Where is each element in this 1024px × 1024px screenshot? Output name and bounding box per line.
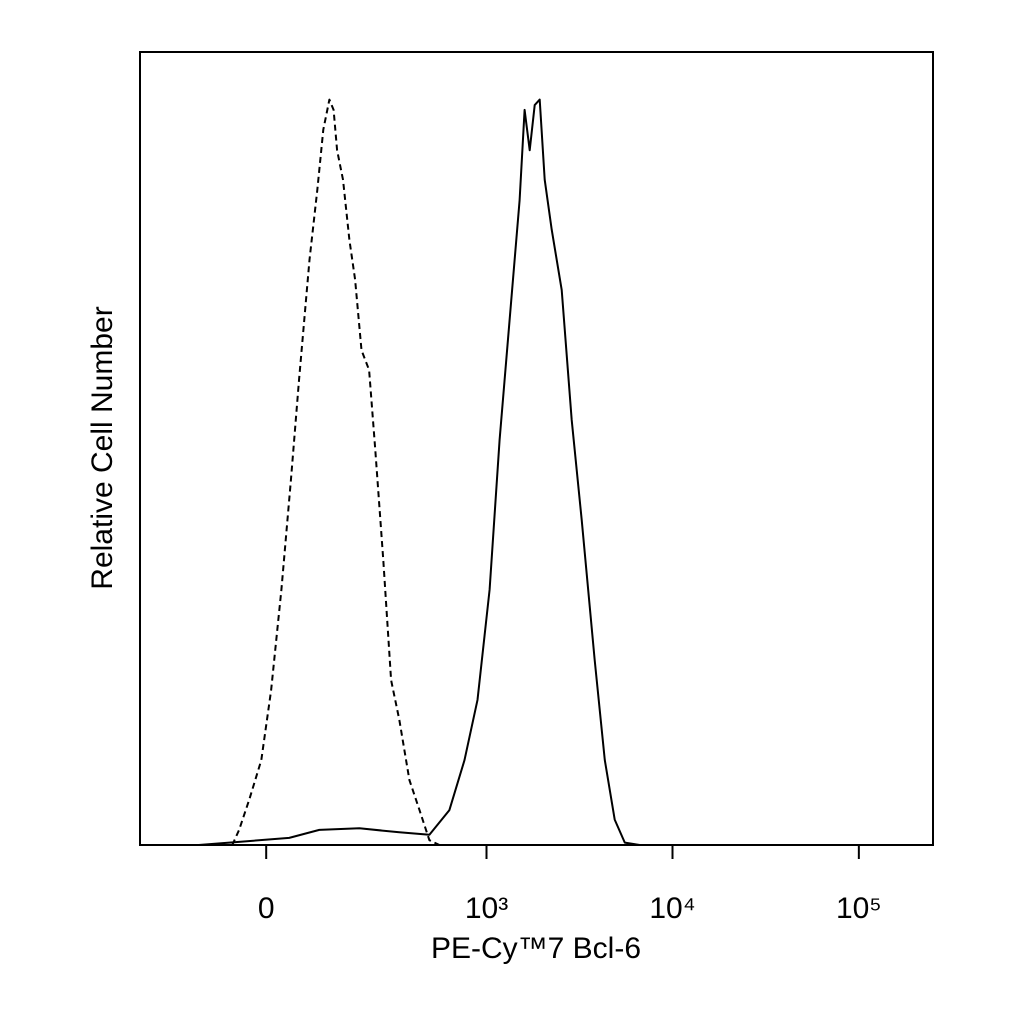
plot-frame — [139, 51, 934, 846]
y-axis-label: Relative Cell Number — [86, 306, 119, 589]
x-axis-label: PE-Cy™7 Bcl-6 — [431, 932, 641, 965]
x-tick-label: 10⁵ — [836, 892, 882, 925]
x-tick-label: 0 — [258, 892, 275, 925]
histogram-line — [198, 98, 930, 846]
x-tick-label: 10³ — [465, 892, 508, 925]
histogram-line — [231, 98, 440, 846]
x-tick-label: 10⁴ — [649, 892, 695, 925]
